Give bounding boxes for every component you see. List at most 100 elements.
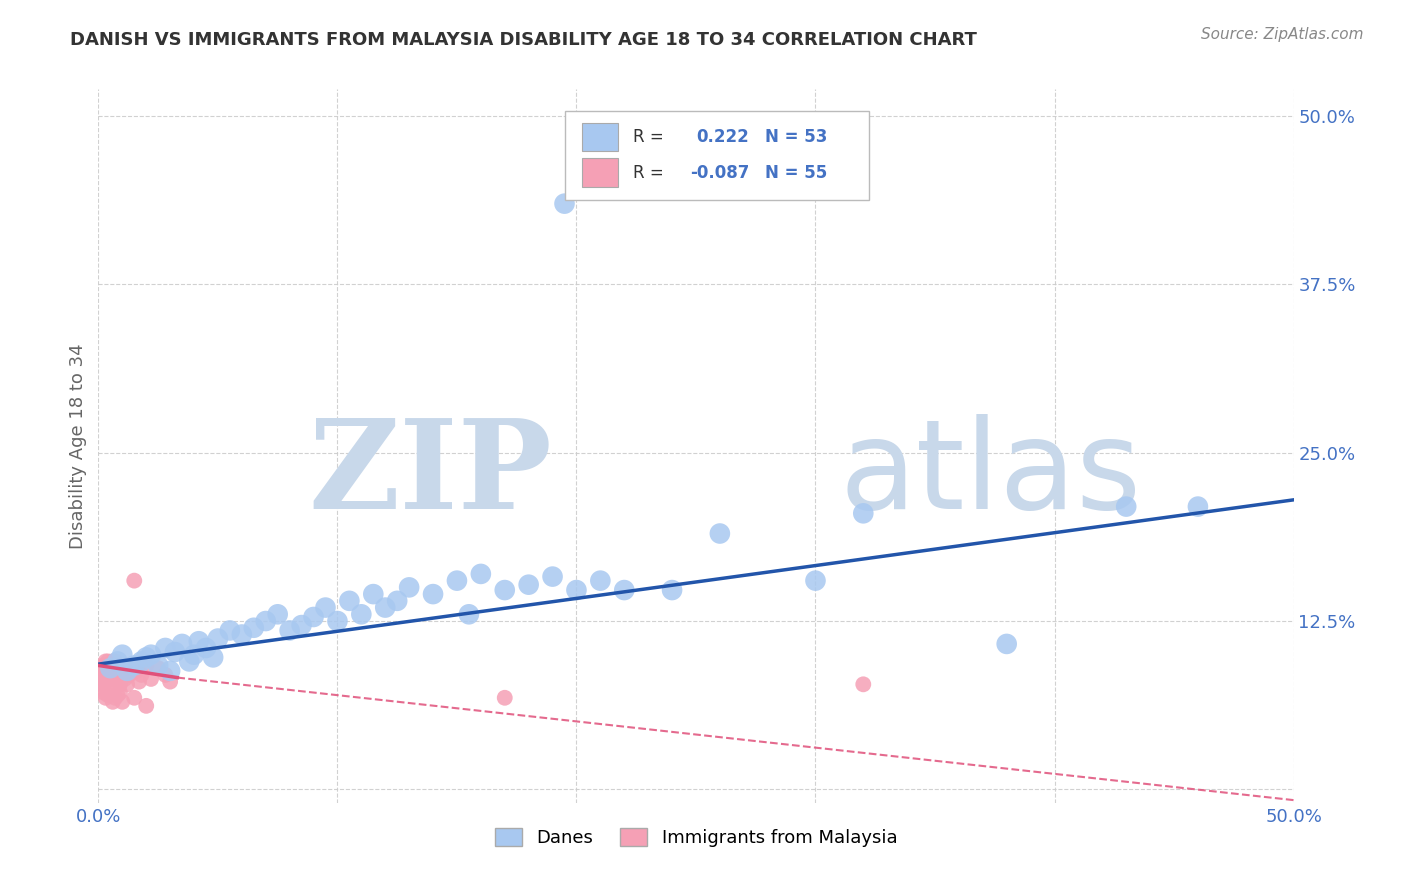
Point <box>202 650 225 665</box>
Point <box>115 664 138 678</box>
Point <box>315 600 337 615</box>
Point <box>179 655 201 669</box>
Point <box>125 664 148 678</box>
Point <box>254 614 277 628</box>
Point <box>107 655 129 669</box>
Point <box>98 672 122 686</box>
Point <box>115 677 138 691</box>
Point <box>278 624 301 638</box>
Point <box>995 637 1018 651</box>
Point <box>101 674 124 689</box>
Point <box>104 690 127 705</box>
Point <box>94 664 117 678</box>
Point <box>101 655 124 669</box>
Point <box>172 637 194 651</box>
Point <box>97 655 120 669</box>
Point <box>97 688 120 702</box>
Point <box>385 594 409 608</box>
Point <box>1187 500 1209 514</box>
Point <box>302 610 325 624</box>
Point <box>94 674 117 689</box>
Point <box>131 655 153 669</box>
Point <box>111 668 134 682</box>
Point <box>107 672 129 686</box>
Point <box>661 583 683 598</box>
Point <box>709 526 731 541</box>
Point <box>139 672 162 686</box>
Point <box>589 574 612 588</box>
Point <box>470 566 492 581</box>
Point <box>124 658 146 673</box>
Point <box>852 506 875 520</box>
Point <box>128 674 150 689</box>
Point <box>183 648 205 662</box>
Point <box>98 664 122 678</box>
Point <box>91 677 114 691</box>
Point <box>135 658 157 673</box>
Text: ZIP: ZIP <box>309 414 553 535</box>
Point <box>98 661 122 675</box>
Point <box>1115 500 1137 514</box>
Point <box>124 690 146 705</box>
Point <box>107 658 129 673</box>
Point <box>124 574 146 588</box>
Point <box>159 674 181 689</box>
Point <box>613 583 636 598</box>
Point <box>131 668 153 682</box>
Point <box>90 661 112 675</box>
Point <box>155 640 177 655</box>
Point <box>111 648 134 662</box>
Point <box>104 668 127 682</box>
Text: -0.087: -0.087 <box>690 164 749 182</box>
Point <box>207 632 229 646</box>
Point <box>852 677 875 691</box>
Point <box>111 695 134 709</box>
Point <box>114 664 136 678</box>
Point <box>98 658 122 673</box>
Point <box>91 658 114 673</box>
Text: N = 53: N = 53 <box>765 128 828 146</box>
Point <box>139 648 162 662</box>
Point <box>90 681 112 696</box>
Point <box>326 614 349 628</box>
Point <box>804 574 827 588</box>
Point <box>114 672 136 686</box>
FancyBboxPatch shape <box>565 111 869 200</box>
Point <box>121 661 143 675</box>
Point <box>458 607 481 622</box>
Text: DANISH VS IMMIGRANTS FROM MALAYSIA DISABILITY AGE 18 TO 34 CORRELATION CHART: DANISH VS IMMIGRANTS FROM MALAYSIA DISAB… <box>70 31 977 49</box>
Point <box>108 664 131 678</box>
Point <box>187 634 209 648</box>
Point <box>111 661 134 675</box>
Point <box>135 650 157 665</box>
Point <box>195 640 218 655</box>
Point <box>291 618 314 632</box>
Point <box>108 677 131 691</box>
Legend: Danes, Immigrants from Malaysia: Danes, Immigrants from Malaysia <box>488 821 904 855</box>
Point <box>446 574 468 588</box>
Point <box>422 587 444 601</box>
Point <box>108 685 131 699</box>
Y-axis label: Disability Age 18 to 34: Disability Age 18 to 34 <box>69 343 87 549</box>
Point <box>159 664 181 678</box>
Point <box>94 655 117 669</box>
Point <box>91 668 114 682</box>
Point <box>155 668 177 682</box>
Point <box>118 668 141 682</box>
Text: atlas: atlas <box>839 414 1142 535</box>
Point <box>97 668 120 682</box>
Point <box>97 661 120 675</box>
Point <box>398 580 420 594</box>
Text: R =: R = <box>633 164 664 182</box>
Point <box>565 583 588 598</box>
Point <box>98 685 122 699</box>
Bar <box>582 123 619 152</box>
Point <box>339 594 361 608</box>
Point <box>148 658 170 673</box>
Point <box>219 624 242 638</box>
Point <box>243 621 266 635</box>
Point <box>267 607 290 622</box>
Point <box>148 661 170 675</box>
Point <box>554 196 576 211</box>
Point <box>163 645 186 659</box>
